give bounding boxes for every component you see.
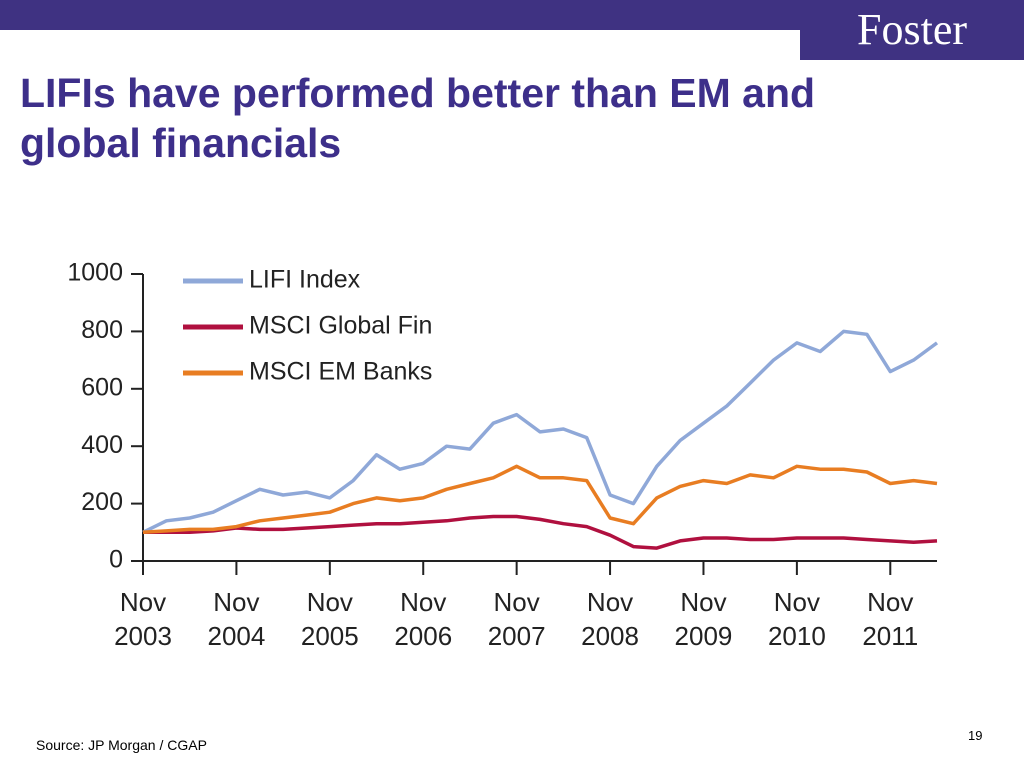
slide-title: LIFIs have performed better than EM and … xyxy=(20,70,816,166)
y-tick-label: 1000 xyxy=(67,259,123,287)
series-line xyxy=(143,514,938,550)
page-number: 19 xyxy=(968,728,983,743)
x-tick-label: Nov 2003 xyxy=(114,587,172,651)
y-tick-label: 800 xyxy=(81,316,123,344)
legend-label: LIFI Index xyxy=(249,266,361,294)
x-tick-label: Nov 2009 xyxy=(674,587,733,651)
series-line xyxy=(142,329,939,534)
legend-label: MSCI EM Banks xyxy=(249,358,432,386)
x-tick-label: Nov 2007 xyxy=(487,587,546,651)
y-tick-label: 200 xyxy=(81,488,123,516)
x-tick-label: Nov 2004 xyxy=(207,587,266,651)
x-tick-label: Nov 2010 xyxy=(767,587,826,651)
series-line xyxy=(142,464,938,535)
source-note: Source: JP Morgan / CGAP xyxy=(36,737,207,753)
y-tick-label: 0 xyxy=(109,546,123,574)
x-tick-label: Nov 2008 xyxy=(581,587,639,651)
y-tick-label: 400 xyxy=(81,431,123,459)
x-tick-label: Nov 2011 xyxy=(862,587,919,651)
legend-label: MSCI Global Fin xyxy=(249,312,432,340)
y-tick-label: 600 xyxy=(81,373,123,401)
logo: Foster xyxy=(800,0,1024,60)
x-tick-label: Nov 2005 xyxy=(300,587,359,651)
x-tick-label: Nov 2006 xyxy=(394,587,453,651)
